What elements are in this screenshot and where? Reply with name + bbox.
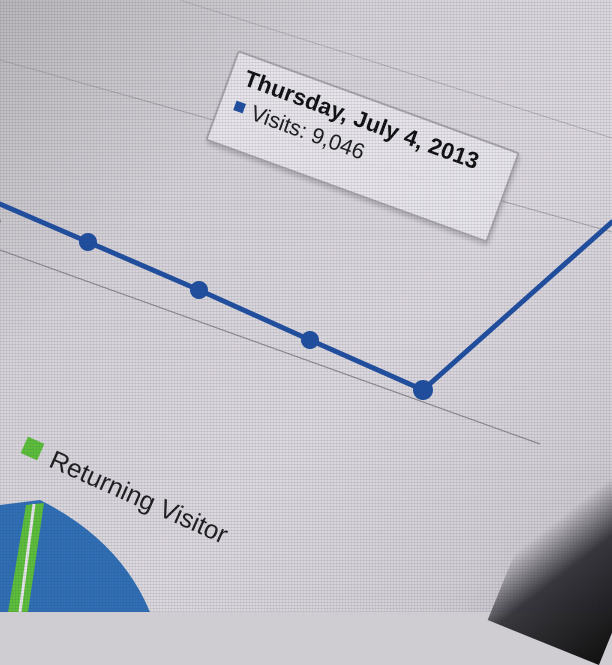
- visitor-pie-chart: [0, 500, 150, 612]
- data-point[interactable]: [301, 331, 319, 349]
- data-point-highlighted[interactable]: [413, 380, 433, 400]
- visits-series-line: [0, 201, 612, 393]
- gridline: [179, 0, 612, 139]
- visits-line-chart: [0, 0, 612, 612]
- series-swatch-icon: [233, 100, 246, 114]
- pie-slice-divider: [18, 503, 36, 612]
- data-point[interactable]: [190, 281, 208, 299]
- gridline: [0, 249, 541, 445]
- data-point[interactable]: [79, 233, 97, 251]
